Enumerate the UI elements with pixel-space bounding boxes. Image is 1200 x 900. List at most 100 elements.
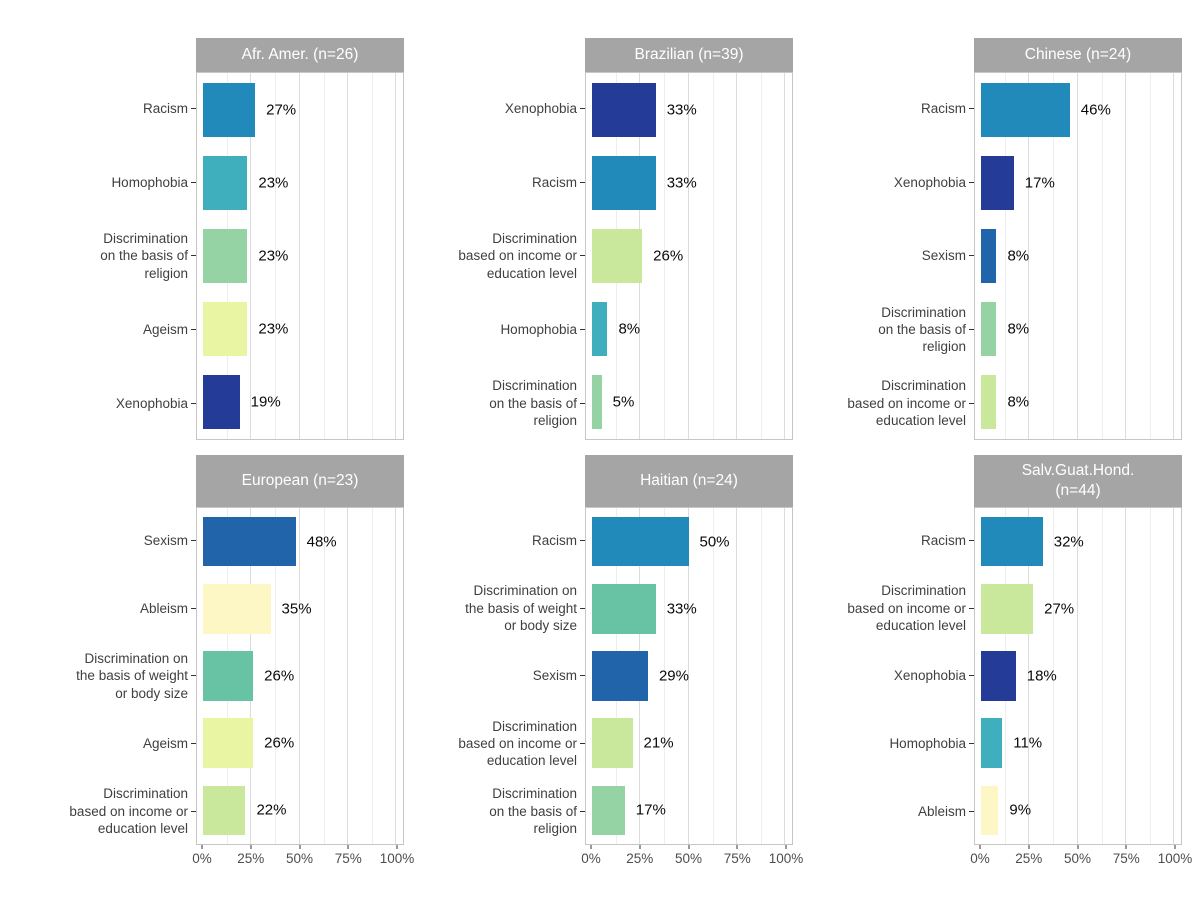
y-axis-tick (580, 329, 585, 331)
major-gridline (346, 508, 348, 844)
value-label: 8% (1007, 247, 1030, 265)
category-label-slot: Discrimination on the basis of weight or… (415, 575, 585, 643)
bar (592, 155, 656, 210)
bar (203, 302, 248, 357)
bar (203, 651, 254, 701)
bar (203, 516, 296, 567)
y-axis-tick (191, 607, 196, 609)
minor-gridline (1101, 508, 1103, 844)
y-axis-tick (191, 255, 196, 257)
x-axis-tick (785, 845, 787, 849)
category-label-slot: Racism (804, 507, 974, 575)
category-label: Sexism (143, 533, 188, 549)
category-labels: Racism Xenophobia Sexism Discrimination on … (804, 72, 974, 440)
category-label: Racism (531, 174, 577, 190)
category-label-slot: Homophobia (26, 146, 196, 220)
facet-5: Salv.Guat.Hond. (n=44) Racism Discriminati… (804, 455, 1192, 871)
value-label: 8% (618, 320, 641, 338)
plot-area: 32% 27% 18% 11% 9% (981, 508, 1174, 844)
plot-panel: 33% 33% 26% 8% 5% (585, 72, 793, 440)
bar (981, 718, 1003, 769)
category-label: Homophobia (111, 174, 188, 190)
major-gridline (735, 508, 737, 844)
major-gridline (687, 508, 689, 844)
y-axis-tick (969, 329, 974, 331)
bar (203, 785, 246, 836)
category-label: Racism (920, 101, 966, 117)
category-label: Racism (142, 101, 188, 117)
x-axis-tick-label: 25% (1015, 851, 1043, 866)
minor-gridline (664, 73, 666, 439)
value-label: 8% (1007, 320, 1030, 338)
category-label: Racism (920, 533, 966, 549)
y-axis-tick (580, 743, 585, 745)
category-label: Xenophobia (893, 668, 966, 684)
major-gridline (1173, 508, 1174, 844)
category-label: Homophobia (500, 321, 577, 337)
value-label: 11% (1013, 734, 1043, 752)
x-axis-tick-label: 25% (237, 851, 265, 866)
y-axis-tick (580, 255, 585, 257)
x-axis-tick (1028, 845, 1030, 849)
category-label: Ageism (142, 321, 188, 337)
category-label: Discrimination on the basis of religion (878, 304, 966, 355)
major-gridline (1028, 508, 1030, 844)
plot-area: 46% 17% 8% 8% 8% (981, 73, 1174, 439)
y-axis-tick (580, 607, 585, 609)
category-label: Ageism (142, 735, 188, 751)
category-label: Discrimination on the basis of religion (489, 786, 577, 836)
x-axis-tick (347, 845, 349, 849)
value-label: 29% (658, 667, 689, 685)
category-label: Discrimination on the basis of religion (489, 378, 577, 428)
category-label: Sexism (921, 248, 966, 264)
y-axis-tick (580, 810, 585, 812)
category-label-slot: Discrimination on the basis of weight or… (26, 642, 196, 710)
y-axis-tick (580, 540, 585, 542)
category-label-slot: Sexism (415, 642, 585, 710)
minor-gridline (323, 508, 325, 844)
value-label: 19% (250, 393, 281, 411)
category-label: Sexism (532, 668, 577, 684)
bar (203, 228, 248, 284)
category-label: Homophobia (889, 735, 966, 751)
y-axis-tick (191, 540, 196, 542)
category-label-slot: Discrimination on the basis of religion (804, 293, 974, 367)
value-label: 35% (281, 600, 312, 618)
y-axis-tick (191, 181, 196, 183)
category-label-slot: Ageism (26, 293, 196, 367)
major-gridline (250, 73, 252, 439)
bar (592, 228, 643, 284)
y-axis-tick (969, 675, 974, 677)
facet-4: Haitian (n=24) Racism Discrimination on th… (415, 455, 803, 871)
minor-gridline (371, 73, 373, 439)
y-axis-tick (191, 743, 196, 745)
bar (592, 302, 608, 357)
value-label: 32% (1053, 533, 1084, 551)
plot-panel: 48% 35% 26% 26% 22% (196, 507, 404, 845)
value-label: 26% (653, 247, 684, 265)
x-axis-inner: 0% 25% 50% 75% 100% (192, 845, 414, 871)
facet-grid: Afr. Amer. (n=26) Racism Homophobia Discrim… (26, 38, 1192, 871)
facet-strip-title: Brazilian (n=39) (585, 38, 793, 72)
facet-2: Chinese (n=24) Racism Xenophobia Sexism Disc… (804, 38, 1182, 440)
x-axis-tick-label: 0% (970, 851, 990, 866)
x-axis: 0% 25% 50% 75% 100% (970, 845, 1192, 871)
category-label-slot: Racism (804, 72, 974, 146)
major-gridline (395, 508, 396, 844)
minor-gridline (323, 73, 325, 439)
bar (981, 785, 999, 836)
category-label-slot: Discrimination on the basis of religion (415, 366, 585, 440)
category-label-slot: Ableism (26, 575, 196, 643)
major-gridline (1076, 508, 1078, 844)
value-label: 18% (1026, 667, 1057, 685)
bar (981, 155, 1014, 210)
y-axis-tick (191, 675, 196, 677)
minor-gridline (664, 508, 666, 844)
bar (592, 375, 602, 430)
category-label-slot: Discrimination based on income or educat… (415, 710, 585, 778)
category-label: Xenophobia (115, 395, 188, 411)
value-label: 26% (264, 734, 295, 752)
bar (592, 516, 689, 567)
facet-strip-title: Chinese (n=24) (974, 38, 1182, 72)
